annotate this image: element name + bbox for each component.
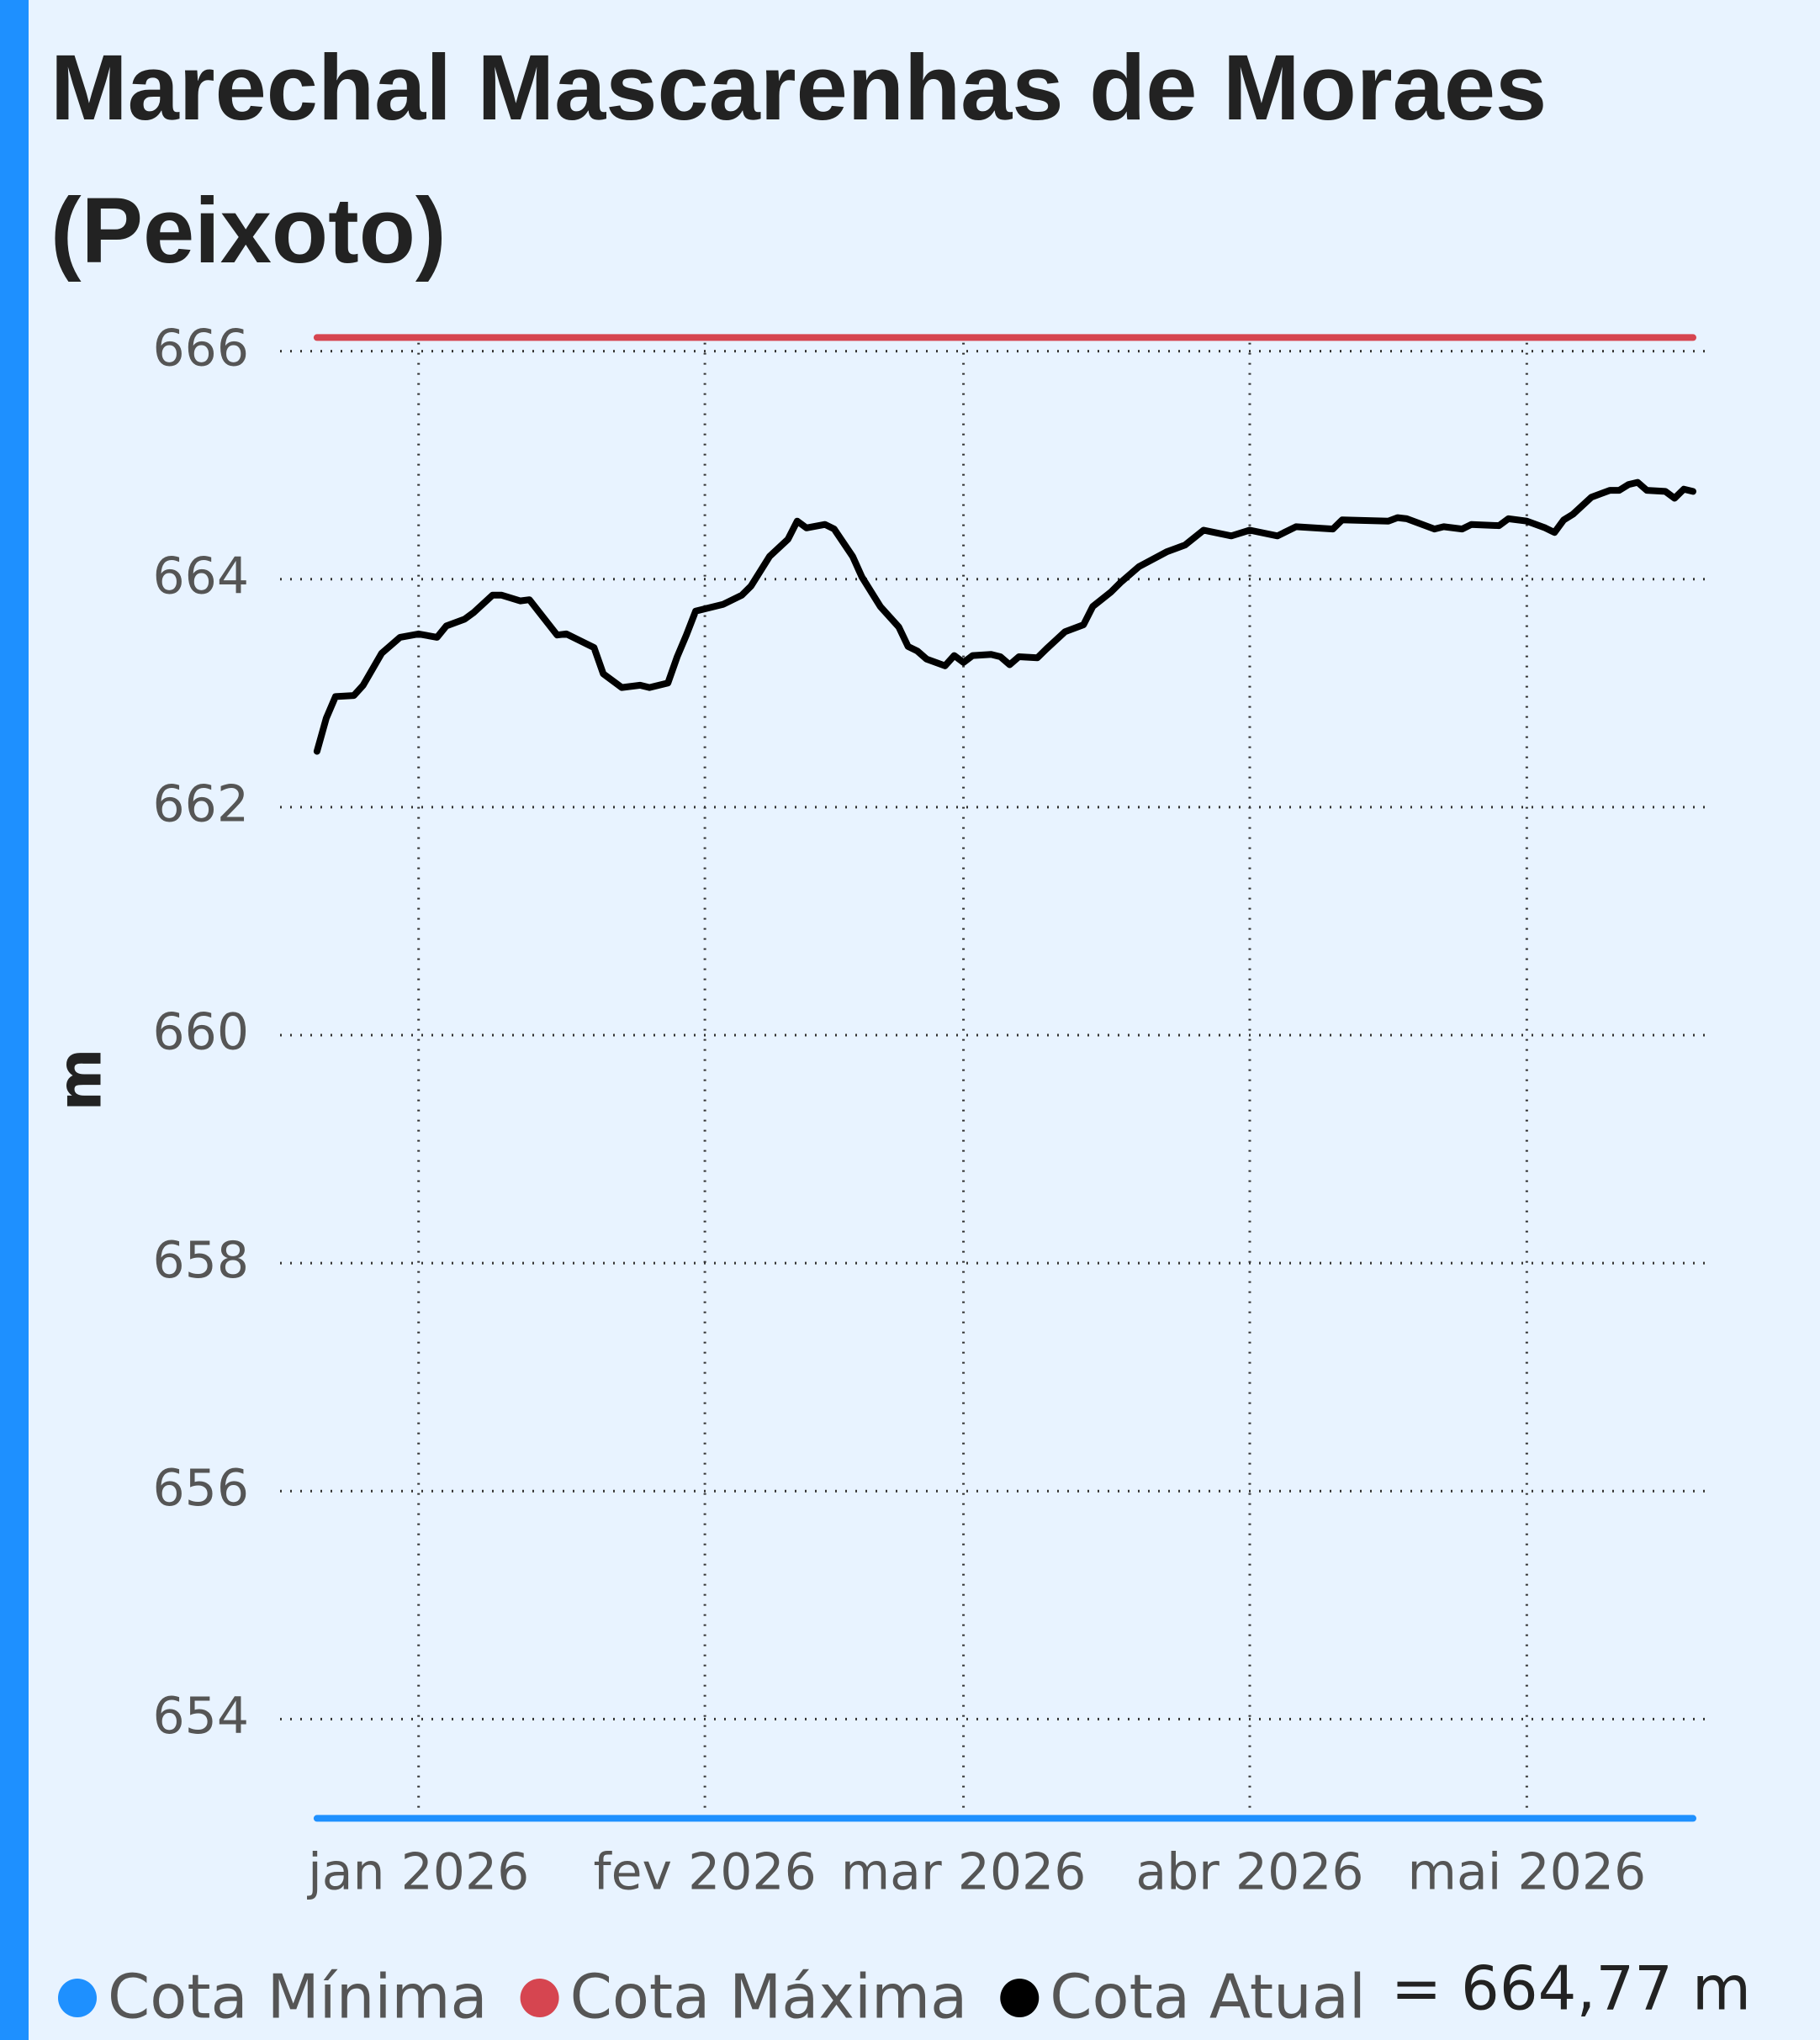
chart-title: Marechal Mascarenhas de Moraes (Peixoto) [50,36,1548,283]
y-tick-label: 664 [152,547,249,605]
x-tick-label: mar 2026 [841,1843,1087,1902]
current-value: = 664,77 m [1391,1953,1751,2024]
legend-label: Cota Atual [1050,1962,1366,2032]
y-tick-label: 660 [152,1003,249,1062]
legend-marker [520,1979,559,2017]
legend-marker [58,1979,97,2017]
legend-marker [1000,1979,1040,2017]
x-tick-label: fev 2026 [593,1843,816,1902]
x-tick-label: mai 2026 [1408,1843,1647,1902]
legend-label: Cota Mínima [108,1962,488,2032]
x-tick-label: abr 2026 [1135,1843,1363,1902]
y-axis-label: m [45,1048,115,1111]
y-tick-label: 656 [152,1459,249,1518]
y-tick-label: 654 [152,1687,249,1746]
y-tick-label: 658 [152,1231,249,1290]
y-tick-label: 666 [152,319,249,378]
x-tick-label: jan 2026 [306,1843,529,1902]
legend-label: Cota Máxima [570,1962,968,2032]
series-line [313,478,1696,755]
accent-bar [0,0,29,2040]
y-tick-label: 662 [152,775,249,834]
